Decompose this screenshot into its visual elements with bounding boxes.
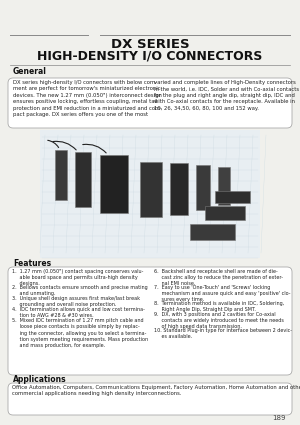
Text: HIGH-DENSITY I/O CONNECTORS: HIGH-DENSITY I/O CONNECTORS bbox=[37, 49, 263, 62]
FancyBboxPatch shape bbox=[215, 191, 250, 203]
Text: 1.  1.27 mm (0.050") contact spacing conserves valu-
     able board space and p: 1. 1.27 mm (0.050") contact spacing cons… bbox=[12, 269, 143, 286]
Text: 2.  Bellows contacts ensure smooth and precise mating
     and unmating.: 2. Bellows contacts ensure smooth and pr… bbox=[12, 285, 148, 296]
FancyBboxPatch shape bbox=[218, 167, 230, 205]
Text: DX series high-density I/O connectors with below com-
ment are perfect for tomor: DX series high-density I/O connectors wi… bbox=[13, 80, 162, 117]
FancyBboxPatch shape bbox=[100, 155, 128, 213]
Text: 8.  Termination method is available in IDC, Soldering,
     Right Angle Dip, Str: 8. Termination method is available in ID… bbox=[154, 301, 284, 312]
FancyBboxPatch shape bbox=[55, 150, 67, 200]
FancyBboxPatch shape bbox=[170, 163, 188, 215]
FancyBboxPatch shape bbox=[140, 162, 162, 217]
Text: 9.  DX, with 3 positions and 2 cavities for Co-axial
     contacts are widely in: 9. DX, with 3 positions and 2 cavities f… bbox=[154, 312, 284, 329]
Bar bbox=[40, 130, 260, 258]
Text: Office Automation, Computers, Communications Equipment, Factory Automation, Home: Office Automation, Computers, Communicat… bbox=[12, 385, 300, 397]
FancyBboxPatch shape bbox=[196, 165, 210, 210]
Text: Applications: Applications bbox=[13, 376, 67, 385]
FancyBboxPatch shape bbox=[8, 78, 292, 128]
Text: 4.  IDC termination allows quick and low cost termina-
     tion to AWG #28 & #3: 4. IDC termination allows quick and low … bbox=[12, 307, 145, 318]
FancyBboxPatch shape bbox=[190, 224, 235, 240]
Text: General: General bbox=[13, 66, 47, 76]
FancyBboxPatch shape bbox=[75, 152, 91, 207]
Text: 10. Standard Plug-in type for interface between 2 devic-
     es available.: 10. Standard Plug-in type for interface … bbox=[154, 328, 292, 339]
FancyBboxPatch shape bbox=[205, 206, 245, 220]
Text: 3.  Unique shell design assures first make/last break
     grounding and overall: 3. Unique shell design assures first mak… bbox=[12, 296, 140, 307]
FancyBboxPatch shape bbox=[8, 383, 292, 415]
Text: DX SERIES: DX SERIES bbox=[111, 37, 189, 51]
Text: 5.  Mixed IDC termination of 1.27 mm pitch cable and
     loose piece contacts i: 5. Mixed IDC termination of 1.27 mm pitc… bbox=[12, 318, 148, 348]
Text: 189: 189 bbox=[272, 415, 286, 421]
Text: 7.  Easy to use 'One-Touch' and 'Screws' locking
     mechanism and assure quick: 7. Easy to use 'One-Touch' and 'Screws' … bbox=[154, 285, 290, 302]
FancyBboxPatch shape bbox=[8, 267, 292, 375]
Text: Features: Features bbox=[13, 258, 51, 267]
Text: varied and complete lines of High-Density connectors
in the world, i.e. IDC, Sol: varied and complete lines of High-Densit… bbox=[154, 80, 299, 111]
Text: 6.  Backshell and receptacle shell are made of die-
     cast zinc alloy to redu: 6. Backshell and receptacle shell are ma… bbox=[154, 269, 283, 286]
